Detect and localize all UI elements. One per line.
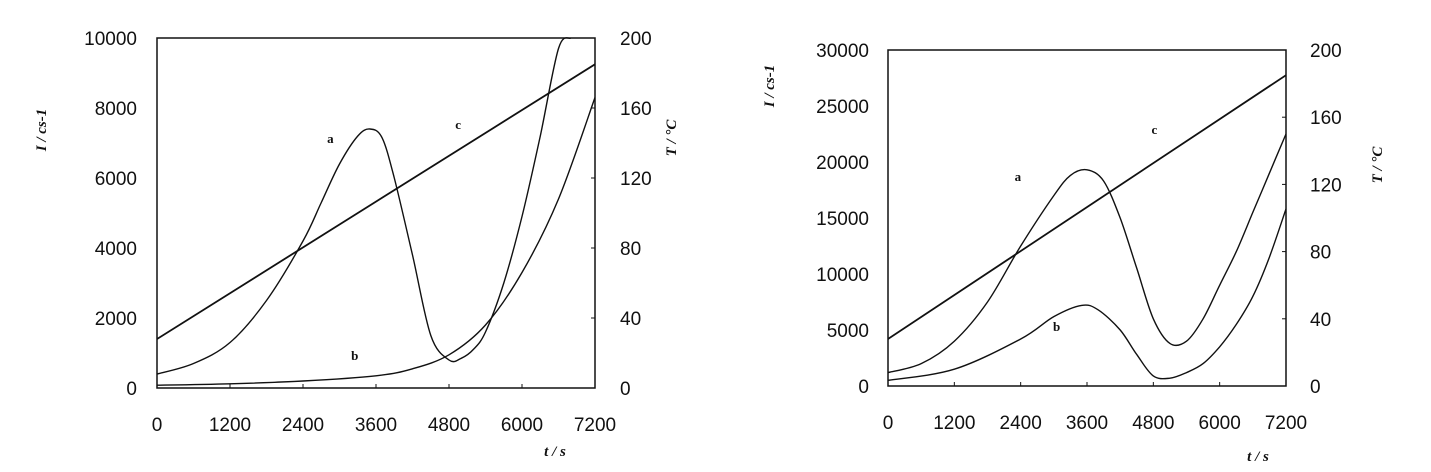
- y-right-tick-label: 160: [1310, 108, 1342, 129]
- y-left-tick-label: 4000: [95, 239, 137, 260]
- y-right-tick-label: 80: [1310, 243, 1331, 264]
- curve-labels-right: a b c: [1015, 122, 1158, 334]
- y-left-tick-label: 8000: [95, 99, 137, 120]
- x-tick-label: 2400: [282, 415, 324, 436]
- y-right-tick-label: 80: [620, 239, 641, 260]
- y-right-axis-label-left: T / °C: [664, 119, 680, 157]
- curve-label-c: c: [1152, 122, 1158, 137]
- y-left-tick-label: 30000: [816, 41, 869, 62]
- x-axis-label-right: t / s: [1247, 449, 1269, 465]
- y-right-tick-labels-right: 0 40 80 120 160 200: [1282, 41, 1342, 398]
- y-right-tick-label: 200: [1310, 41, 1342, 62]
- y-right-tick-label: 0: [1310, 377, 1321, 398]
- curve-label-c: c: [455, 117, 461, 132]
- y-left-tick-label: 25000: [816, 97, 869, 118]
- series-group-left: [157, 37, 595, 386]
- series-line-a: [888, 133, 1286, 374]
- plot-frame-left: [156, 37, 596, 389]
- x-tick-label: 7200: [574, 415, 616, 436]
- y-right-axis-label-right: T / °C: [1370, 146, 1386, 184]
- y-left-axis-label-right: I / cs-1: [762, 65, 778, 109]
- y-left-tick-label: 0: [126, 379, 137, 400]
- series-line-b: [157, 97, 595, 386]
- x-tick-label: 0: [152, 415, 163, 436]
- chart-right: 0 1200 2400 3600 4800 6000 7200 05000100001500…: [762, 41, 1386, 465]
- x-tick-label: 1200: [933, 413, 975, 434]
- y-left-axis-label-left: I / cs-1: [34, 109, 50, 153]
- y-right-tick-label: 120: [1310, 175, 1342, 196]
- curve-label-a: a: [1015, 169, 1022, 184]
- x-tick-label: 6000: [501, 415, 543, 436]
- y-left-tick-labels-right: 0 5000 10000 15000 20000 25000 30000: [816, 41, 869, 398]
- x-tick-labels-right: 0 1200 2400 3600 4800 6000 7200: [883, 382, 1307, 434]
- series-line-a: [157, 37, 572, 375]
- chart-left: 0 1200 2400 3600 4800 6000 7200 02000400060008…: [34, 29, 680, 460]
- y-left-tick-label: 10000: [816, 265, 869, 286]
- y-right-tick-label: 160: [620, 99, 652, 120]
- y-left-tick-label: 10000: [84, 29, 137, 50]
- y-left-tick-label: 15000: [816, 209, 869, 230]
- y-left-tick-label: 5000: [827, 321, 869, 342]
- y-right-tick-label: 0: [620, 379, 631, 400]
- y-left-tick-label: 0: [858, 377, 869, 398]
- x-tick-label: 0: [883, 413, 894, 434]
- x-tick-label: 3600: [355, 415, 397, 436]
- series-line-c: [157, 63, 595, 340]
- series-line-c: [888, 74, 1286, 340]
- y-left-tick-labels-left: 0 2000 4000 6000 8000 10000: [84, 29, 137, 400]
- y-left-tick-label: 2000: [95, 309, 137, 330]
- plot-frame-right: [887, 49, 1287, 387]
- y-right-tick-labels-left: 0 40 80 120 160 200: [591, 29, 652, 400]
- curve-label-b: b: [1053, 319, 1060, 334]
- y-left-tick-label: 20000: [816, 153, 869, 174]
- x-axis-label-left: t / s: [544, 444, 566, 460]
- y-right-tick-label: 40: [1310, 310, 1331, 331]
- y-right-tick-label: 40: [620, 309, 641, 330]
- y-right-tick-label: 120: [620, 169, 652, 190]
- y-right-tick-label: 200: [620, 29, 652, 50]
- series-line-b: [888, 208, 1286, 382]
- x-tick-label: 4800: [1132, 413, 1174, 434]
- curve-label-b: b: [351, 348, 358, 363]
- x-tick-label: 1200: [209, 415, 251, 436]
- y-left-tick-label: 6000: [95, 169, 137, 190]
- x-tick-labels-left: 0 1200 2400 3600 4800 6000 7200: [152, 384, 616, 436]
- curve-label-a: a: [327, 131, 334, 146]
- x-tick-label: 2400: [1000, 413, 1042, 434]
- curve-labels-left: a b c: [327, 117, 461, 363]
- x-tick-label: 4800: [428, 415, 470, 436]
- series-group-right: [888, 74, 1286, 382]
- x-tick-label: 7200: [1265, 413, 1307, 434]
- x-tick-label: 6000: [1199, 413, 1241, 434]
- x-tick-label: 3600: [1066, 413, 1108, 434]
